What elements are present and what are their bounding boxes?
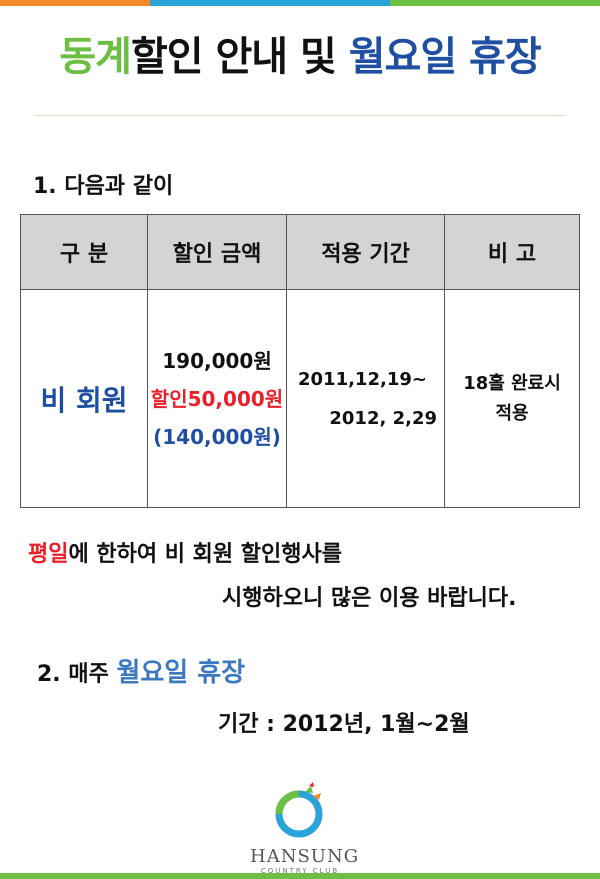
table-row: 비 회원 190,000원 할인50,000원 (140,000원) 2011,… — [20, 289, 580, 508]
regular-price: 190,000원 — [162, 348, 272, 373]
notice-rest: 에 한하여 비 회원 할인행사를 — [68, 542, 343, 567]
net-price: (140,000원) — [153, 424, 281, 449]
notice-line2: 시행하오니 많은 이용 바랍니다. — [222, 586, 517, 611]
period-end: 2012, 2,29 — [329, 407, 437, 429]
discount-table: 구 분 할인 금액 적용 기간 비 고 비 회원 190,000원 할인50,0… — [20, 214, 580, 508]
title-monday-closed: 월요일 휴장 — [348, 34, 542, 80]
logo-subtitle: COUNTRY CLUB — [260, 867, 340, 875]
page-title: 동계할인 안내 및 월요일 휴장 — [0, 24, 600, 82]
section2-heading: 2. 매주 월요일 휴장 — [37, 652, 245, 689]
notice-line1: 평일에 한하여 비 회원 할인행사를 — [28, 536, 342, 568]
header-discount-amount: 할인 금액 — [147, 214, 287, 290]
discount-amount: 할인50,000원 — [150, 386, 284, 411]
header-category: 구 분 — [20, 214, 148, 290]
period-start: 2011,12,19~ — [298, 368, 427, 390]
hansung-emblem-icon — [275, 782, 323, 838]
header-period: 적용 기간 — [286, 214, 445, 290]
bottom-color-bar — [0, 873, 600, 879]
section1-heading: 1. 다음과 같이 — [33, 174, 174, 199]
remarks-line1: 18홀 완료시 — [463, 372, 561, 394]
cell-amount: 190,000원 할인50,000원 (140,000원) — [147, 289, 287, 508]
notice-weekday: 평일 — [28, 542, 69, 567]
title-middle: 할인 안내 및 — [130, 34, 349, 80]
closure-period: 기간 : 2012년, 1월~2월 — [218, 712, 470, 737]
cell-remarks: 18홀 완료시 적용 — [444, 289, 580, 508]
title-winter: 동계 — [59, 34, 132, 80]
logo-name: HANSUNG — [250, 846, 360, 867]
header-remarks: 비 고 — [444, 214, 580, 290]
section2-monday-closed: 월요일 휴장 — [116, 658, 246, 688]
title-divider — [35, 115, 565, 116]
cell-member-type: 비 회원 — [20, 289, 148, 508]
cell-period: 2011,12,19~ 2012, 2,29 — [286, 289, 445, 508]
table-header-row: 구 분 할인 금액 적용 기간 비 고 — [20, 214, 580, 290]
club-logo: HANSUNG COUNTRY CLUB — [250, 782, 360, 875]
section2-prefix: 2. 매주 — [37, 662, 117, 687]
top-color-bar — [0, 0, 600, 6]
remarks-line2: 적용 — [495, 402, 529, 424]
